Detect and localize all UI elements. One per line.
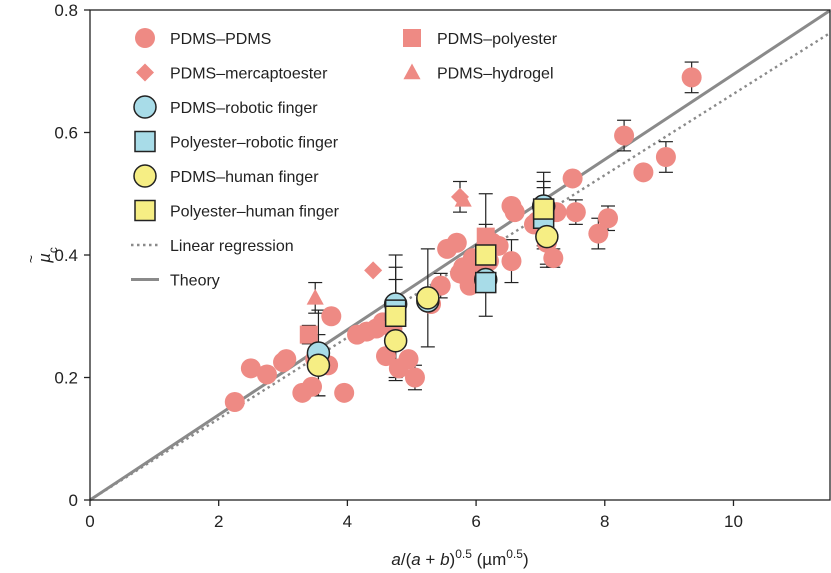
fit-lines bbox=[89, 9, 831, 502]
x-tick-label: 6 bbox=[471, 512, 480, 531]
point-pdms-human-finger bbox=[306, 353, 331, 377]
point-pdms-pdms bbox=[562, 168, 583, 189]
point-pdms-pdms bbox=[446, 232, 467, 253]
y-tick-label: 0.6 bbox=[54, 124, 78, 143]
point-polyester-human-finger bbox=[532, 198, 555, 220]
legend-marker bbox=[134, 130, 156, 153]
legend-marker bbox=[133, 164, 157, 188]
point-pdms-pdms bbox=[504, 202, 525, 223]
legend-marker bbox=[134, 199, 156, 222]
point-pdms-pdms bbox=[565, 202, 586, 223]
tick-marks: 0 2 4 6 8 10 0 0.2 0.4 0.6 0.8 bbox=[54, 1, 743, 531]
point-polyester-human-finger bbox=[474, 244, 497, 266]
legend-label: PDMS–polyester bbox=[437, 31, 558, 48]
legend-label: Theory bbox=[170, 273, 220, 290]
point-pdms-pdms bbox=[256, 364, 277, 385]
y-axis-label-tilde: ~ bbox=[23, 255, 39, 263]
legend-label: Linear regression bbox=[170, 238, 294, 255]
point-pdms-pdms bbox=[224, 392, 245, 412]
legend-label: PDMS–human finger bbox=[170, 169, 319, 186]
legend-label: PDMS–PDMS bbox=[170, 31, 271, 48]
point-pdms-pdms bbox=[404, 367, 425, 388]
point-pdms-pdms bbox=[501, 251, 522, 272]
x-tick-label: 2 bbox=[214, 512, 223, 531]
point-pdms-polyester bbox=[476, 227, 495, 246]
point-pdms-human-finger bbox=[416, 286, 440, 310]
legend-entry: Polyester–human finger bbox=[134, 199, 340, 222]
legend-entry: Theory bbox=[131, 273, 220, 290]
legend-marker bbox=[135, 28, 155, 48]
x-tick-label: 4 bbox=[343, 512, 352, 531]
point-pdms-pdms bbox=[240, 358, 261, 379]
point-pdms-pdms bbox=[302, 376, 322, 397]
point-pdms-hydrogel bbox=[306, 288, 324, 305]
legend-entry: PDMS–human finger bbox=[133, 164, 319, 188]
point-pdms-pdms bbox=[276, 349, 297, 370]
point-pdms-pdms bbox=[321, 306, 342, 327]
point-pdms-hydrogel bbox=[454, 190, 472, 207]
point-pdms-pdms bbox=[334, 382, 355, 403]
legend-label: Polyester–human finger bbox=[170, 204, 340, 221]
legend-entry: PDMS–mercaptoester bbox=[136, 63, 328, 83]
regression-line bbox=[89, 31, 831, 502]
x-tick-label: 0 bbox=[85, 512, 94, 531]
point-pdms-pdms bbox=[655, 147, 676, 167]
point-pdms-pdms bbox=[588, 223, 609, 244]
y-tick-label: 0.8 bbox=[54, 1, 78, 20]
legend-entry: PDMS–PDMS bbox=[135, 28, 271, 48]
x-tick-label: 8 bbox=[600, 512, 609, 531]
point-polyester-human-finger bbox=[384, 305, 407, 327]
point-pdms-pdms bbox=[614, 125, 635, 146]
theory-line bbox=[89, 9, 831, 502]
legend-marker bbox=[403, 29, 421, 47]
legend-marker bbox=[136, 63, 154, 82]
point-pdms-pdms bbox=[633, 162, 654, 183]
legend-marker bbox=[403, 63, 421, 80]
point-pdms-pdms bbox=[543, 248, 564, 269]
point-pdms-polyester bbox=[299, 325, 318, 344]
legend-entry: Linear regression bbox=[131, 238, 294, 255]
legend-label: PDMS–hydrogel bbox=[437, 66, 554, 83]
point-pdms-pdms bbox=[681, 67, 702, 88]
legend-entry: Polyester–robotic finger bbox=[134, 130, 339, 153]
y-tick-label: 0 bbox=[69, 491, 78, 510]
legend: PDMS–PDMS PDMS–mercaptoester PDMS–robotic … bbox=[131, 28, 558, 290]
point-pdms-human-finger bbox=[383, 329, 408, 353]
y-tick-label: 0.4 bbox=[54, 246, 78, 265]
data-points bbox=[224, 67, 702, 412]
x-axis-label: a/(a + b)0.5 (µm0.5) bbox=[391, 547, 528, 569]
point-pdms-pdms bbox=[398, 349, 419, 370]
point-pdms-pdms bbox=[598, 208, 618, 229]
legend-label: PDMS–mercaptoester bbox=[170, 66, 328, 83]
point-pdms-mercaptoester bbox=[364, 261, 383, 280]
y-axis-label: µc bbox=[35, 247, 60, 264]
legend-entry: PDMS–hydrogel bbox=[403, 63, 554, 83]
y-tick-label: 0.2 bbox=[54, 369, 78, 388]
legend-marker bbox=[133, 95, 157, 119]
legend-label: Polyester–robotic finger bbox=[170, 135, 339, 152]
point-polyester-robotic-finger bbox=[474, 271, 497, 294]
legend-label: PDMS–robotic finger bbox=[170, 100, 318, 117]
legend-entry: PDMS–polyester bbox=[403, 29, 558, 48]
point-pdms-polyester bbox=[457, 261, 476, 280]
point-pdms-human-finger bbox=[535, 224, 559, 249]
legend-entry: PDMS–robotic finger bbox=[133, 95, 318, 119]
x-tick-label: 10 bbox=[724, 512, 743, 531]
